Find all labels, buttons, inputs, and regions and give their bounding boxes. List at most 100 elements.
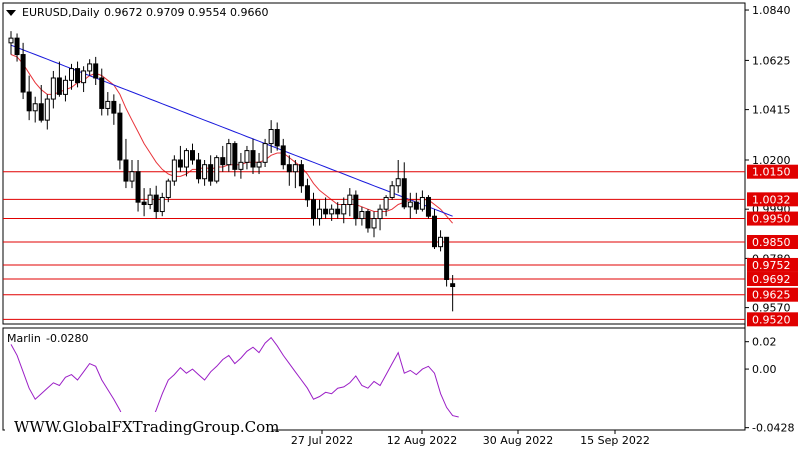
candle [353, 190, 359, 226]
indicator-tick-label: -0.0428 [752, 422, 794, 435]
candle-body [32, 103, 38, 112]
candle [38, 85, 44, 123]
candle [99, 68, 105, 116]
indicator-line [10, 336, 459, 436]
candle [450, 275, 456, 312]
candle [413, 192, 419, 214]
candle-body [190, 150, 195, 161]
level-label: 0.9752 [747, 257, 798, 272]
candle [69, 63, 74, 90]
candle-body [298, 164, 304, 187]
level-label-text: 0.9692 [752, 273, 791, 286]
candle-body [69, 68, 74, 81]
price-tick-label: 1.0415 [752, 104, 791, 117]
candle-body [371, 218, 377, 229]
level-label: 0.9692 [747, 272, 798, 287]
candle-body [141, 201, 147, 206]
candle-body [341, 204, 347, 215]
candle [244, 145, 250, 170]
candle-body [135, 171, 141, 203]
candle [20, 42, 26, 100]
candle-body [8, 37, 14, 44]
candle [425, 195, 431, 219]
ohlc-low: 0.9554 [188, 6, 227, 19]
candle [329, 204, 335, 221]
price-tick-label: 0.9570 [752, 302, 791, 315]
candle [383, 195, 389, 217]
candle-body [250, 150, 256, 168]
collapse-triangle-icon[interactable] [6, 10, 16, 16]
candle-body [444, 236, 450, 280]
candle-body [214, 157, 220, 182]
level-label-box [747, 287, 798, 302]
candle [183, 148, 189, 177]
watermark-box [5, 412, 273, 442]
candle-body [117, 112, 123, 161]
candle [262, 138, 268, 168]
candle [196, 152, 202, 184]
level-label-text: 0.9850 [752, 236, 791, 249]
level-label-text: 0.9520 [752, 313, 791, 326]
candle [335, 202, 341, 219]
level-label-text: 1.0150 [752, 166, 791, 179]
candle [50, 70, 56, 109]
indicator-value: -0.0280 [46, 332, 88, 345]
candle [395, 159, 401, 193]
candle-body [304, 185, 310, 201]
candle [286, 155, 292, 186]
candle [32, 96, 38, 123]
candle [407, 192, 413, 219]
candle [62, 75, 68, 102]
candle-body [347, 194, 353, 206]
candle-body [75, 68, 81, 84]
candle-body [81, 70, 87, 84]
candle [298, 159, 304, 193]
candle [141, 188, 147, 217]
candle-body [401, 178, 407, 208]
level-label-box [747, 211, 798, 226]
candle [56, 61, 62, 97]
candle-body [159, 196, 165, 213]
candle [123, 138, 129, 189]
indicator-name: Marlin [7, 332, 41, 345]
candle [311, 192, 316, 226]
candle-body [38, 103, 44, 121]
level-label-text: 1.0032 [752, 193, 791, 206]
level-label-box [747, 164, 798, 179]
candle [214, 155, 220, 184]
candle-body [183, 150, 189, 168]
candle-body [14, 37, 20, 56]
price-tick-label: 1.0625 [752, 54, 791, 67]
candle-body [383, 196, 389, 210]
candle-body [323, 208, 329, 215]
candle [304, 178, 310, 207]
candle-body [129, 171, 135, 182]
candle-body [425, 196, 431, 217]
candle [444, 236, 450, 287]
candle [256, 152, 262, 175]
candle [292, 159, 298, 189]
candle [359, 206, 365, 226]
candle [250, 138, 256, 175]
candle [226, 138, 232, 172]
candle [135, 159, 141, 212]
candle [208, 155, 214, 186]
candle [317, 199, 323, 226]
candle-body [202, 164, 208, 180]
candle-body [407, 201, 413, 208]
watermark-text: WWW.GlobalFXTradingGroup.Com [14, 418, 279, 436]
candle [87, 59, 93, 76]
candle [111, 94, 117, 125]
ohlc-close: 0.9660 [230, 6, 269, 19]
ohlc-open: 0.9672 [104, 6, 143, 19]
level-label-box [747, 257, 798, 272]
candle-body [111, 100, 117, 114]
candle [220, 145, 226, 172]
candle-body [268, 129, 274, 145]
level-label-box [747, 192, 798, 207]
main-pane-frame [2, 2, 746, 325]
level-label: 1.0032 [747, 192, 798, 207]
candle-body [153, 194, 159, 213]
candle [171, 155, 177, 186]
